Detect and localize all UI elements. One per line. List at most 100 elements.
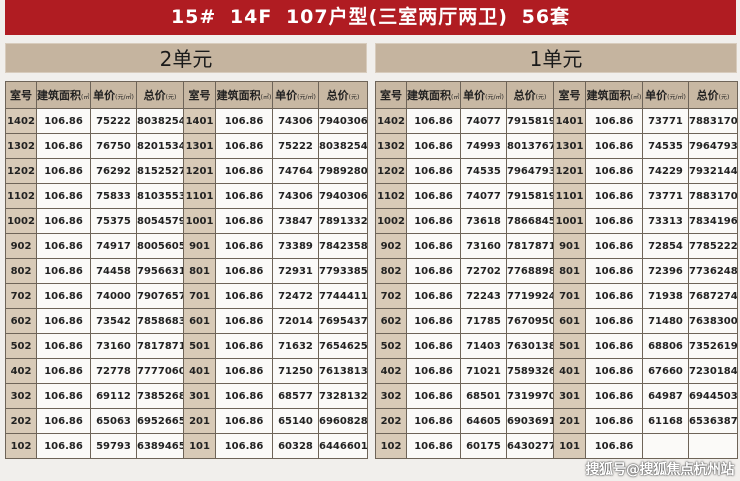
cell-room: 302 [375,383,407,409]
cell-total-price: 7866845 [506,208,554,234]
cell-room: 702 [5,283,37,309]
cell-room: 1401 [183,108,216,134]
cell-unit-price: 68806 [642,333,689,359]
cell-unit-price: 65063 [90,408,137,434]
cell-unit-price: 71021 [460,358,507,384]
cell-unit-price: 73847 [272,208,319,234]
table-row: 902 106.86 74917 8005605 901 106.86 73389 78423… [5,233,368,259]
cell-unit-price: 74077 [460,183,507,209]
cell-total-price: 7891332 [318,208,368,234]
cell-room: 1202 [375,158,407,184]
cell-unit-price: 74000 [90,283,137,309]
cell-room: 202 [5,408,37,434]
cell-total-price: 7907657 [136,283,184,309]
cell-room: 501 [553,333,586,359]
column-header-unit-price: 单价(元/㎡) [90,81,137,109]
cell-room: 1102 [375,183,407,209]
table-row: 1102 106.86 74077 7915819 1101 106.86 73771 788… [375,183,738,209]
cell-total-price: 7777060 [136,358,184,384]
cell-area: 106.86 [585,283,643,309]
cell-total-price: 7328132 [318,383,368,409]
cell-unit-price: 74306 [272,183,319,209]
table-row: 1102 106.86 75833 8103553 1101 106.86 74306 794… [5,183,368,209]
cell-room: 101 [553,433,586,459]
column-header-area: 建筑面积(㎡) [36,81,91,109]
column-header-area: 建筑面积(㎡) [215,81,273,109]
column-header-label: 单价 [93,89,116,102]
column-header-label: 总价 [143,89,166,102]
cell-total-price: 7744411 [318,283,368,309]
cell-unit-price: 76750 [90,133,137,159]
column-header-room: 室号 [183,81,216,109]
cell-area: 106.86 [36,383,91,409]
column-header-unit: (元) [535,94,547,101]
cell-total-price: 7638300 [688,308,738,334]
table-row: 402 106.86 72778 7777060 401 106.86 71250 76138… [5,358,368,384]
column-header-total-price: 总价(元) [318,81,368,109]
column-header-label: 建筑面积 [37,89,82,102]
header-row: 室号建筑面积(㎡)单价(元/㎡)总价(元)室号建筑面积(㎡)单价(元/㎡)总价(… [5,81,368,109]
cell-total-price: 6952665 [136,408,184,434]
cell-area: 106.86 [585,158,643,184]
cell-unit-price: 73542 [90,308,137,334]
column-header-unit: (元/㎡) [297,94,316,101]
table-row: 1002 106.86 75375 8054579 1001 106.86 73847 789… [5,208,368,234]
cell-unit-price: 75833 [90,183,137,209]
cell-area: 106.86 [406,283,461,309]
cell-total-price: 7915819 [506,108,554,134]
cell-unit-price: 74764 [272,158,319,184]
column-header-unit-price: 单价(元/㎡) [272,81,319,109]
cell-area: 106.86 [585,333,643,359]
column-header-label: 总价 [696,89,719,102]
column-header-label: 单价 [275,89,298,102]
table-row: 1002 106.86 73618 7866845 1001 106.86 73313 783… [375,208,738,234]
cell-area: 106.86 [585,208,643,234]
table-row: 1302 106.86 76750 8201534 1301 106.86 75222 803… [5,133,368,159]
cell-room: 601 [553,308,586,334]
cell-unit-price: 74077 [460,108,507,134]
table-row: 602 106.86 73542 7858683 601 106.86 72014 76954… [5,308,368,334]
column-header-total-price: 总价(元) [506,81,554,109]
cell-unit-price: 74229 [642,158,689,184]
cell-room: 801 [553,258,586,284]
cell-unit-price: 72014 [272,308,319,334]
cell-total-price: 7915819 [506,183,554,209]
cell-unit-price: 74535 [460,158,507,184]
cell-area: 106.86 [585,233,643,259]
cell-room: 102 [5,433,37,459]
unit-2-price-table: 室号建筑面积(㎡)单价(元/㎡)总价(元)室号建筑面积(㎡)单价(元/㎡)总价(… [5,81,368,459]
column-header-unit: (元) [165,94,177,101]
cell-total-price: 7858683 [136,308,184,334]
cell-room: 1301 [553,133,586,159]
cell-area: 106.86 [585,183,643,209]
cell-total-price: 6903691 [506,408,554,434]
cell-unit-price: 60175 [460,433,507,459]
cell-room: 401 [553,358,586,384]
column-header-unit-price: 单价(元/㎡) [642,81,689,109]
cell-unit-price: 74458 [90,258,137,284]
cell-area: 106.86 [406,433,461,459]
cell-total-price: 7319970 [506,383,554,409]
watermark: 搜狐号@搜狐焦点杭州站 [585,462,735,478]
table-row: 802 106.86 72702 7768898 801 106.86 72396 77362… [375,258,738,284]
cell-room: 502 [375,333,407,359]
cell-area: 106.86 [215,283,273,309]
column-header-total-price: 总价(元) [136,81,184,109]
cell-total-price: 7932144 [688,158,738,184]
cell-area: 106.86 [406,208,461,234]
cell-unit-price: 74993 [460,133,507,159]
cell-room: 1302 [375,133,407,159]
cell-room: 1301 [183,133,216,159]
table-row: 1302 106.86 74993 8013767 1301 106.86 74535 796… [375,133,738,159]
cell-area: 106.86 [215,258,273,284]
cell-total-price: 7630138 [506,333,554,359]
cell-room: 802 [375,258,407,284]
column-header-unit: (元/㎡) [667,94,686,101]
cell-total-price: 7940306 [318,183,368,209]
cell-unit-price: 71632 [272,333,319,359]
column-header-room: 室号 [375,81,407,109]
table-row: 302 106.86 68501 7319970 301 106.86 64987 69445… [375,383,738,409]
cell-total-price: 7964793 [688,133,738,159]
cell-total-price: 7964793 [506,158,554,184]
cell-unit-price: 71785 [460,308,507,334]
